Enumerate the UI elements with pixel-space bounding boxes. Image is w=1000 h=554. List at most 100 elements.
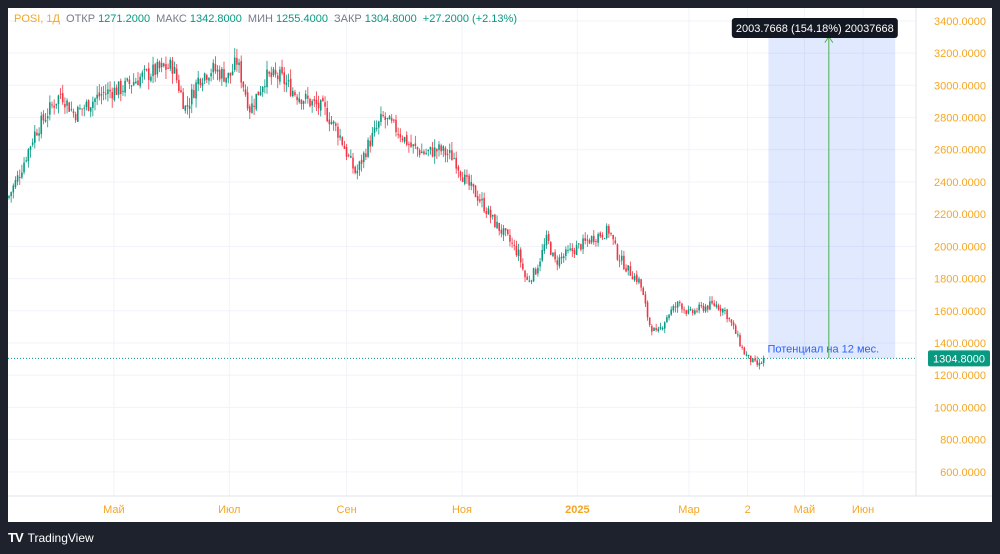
candle-body (223, 69, 225, 82)
candle-body (266, 69, 268, 88)
candle-body (302, 101, 305, 104)
candle-body (504, 228, 507, 231)
candle-body (545, 234, 548, 246)
candle-body (534, 269, 537, 275)
candle-body (34, 131, 36, 143)
candle-body (459, 171, 462, 177)
candle-body (719, 308, 722, 312)
candle-body (274, 70, 277, 75)
candle-body (169, 59, 172, 69)
price-tick-label: 3200.0000 (934, 48, 986, 60)
price-tick-label: 1200.0000 (934, 370, 986, 382)
candle-body (270, 72, 273, 78)
candle-body (100, 94, 103, 96)
candle-body (163, 63, 165, 67)
candle-body (567, 249, 569, 251)
candle-body (496, 221, 498, 229)
candle-body (481, 198, 483, 201)
candle-body (158, 61, 161, 69)
candle-body (203, 73, 206, 81)
candle-body (332, 121, 335, 124)
candle-body (18, 177, 21, 179)
candle-body (760, 363, 763, 365)
candle-body (526, 276, 528, 280)
candle-body (431, 147, 434, 157)
candle-body (337, 126, 339, 138)
candle-body (453, 158, 455, 160)
candle-body (752, 358, 754, 363)
candle-body (126, 78, 129, 81)
open-key: ОТКР (66, 13, 96, 25)
candle-body (713, 303, 715, 306)
candle-body (283, 72, 285, 84)
candle-body (345, 146, 348, 157)
candle-body (700, 305, 703, 307)
candle-body (190, 89, 193, 105)
candle-body (590, 236, 593, 243)
candle-body (251, 103, 253, 113)
candle-body (552, 252, 554, 256)
candle-body (23, 162, 25, 173)
candle-body (85, 101, 88, 108)
candle-body (77, 107, 79, 122)
candle-body (122, 90, 124, 93)
candle-body (698, 304, 700, 311)
candle-body (494, 214, 496, 228)
tradingview-brand[interactable]: TV TradingView (8, 530, 94, 545)
candle-body (365, 153, 367, 158)
candle-body (147, 68, 150, 81)
candle-body (216, 69, 219, 72)
candle-body (608, 226, 610, 234)
candle-body (25, 160, 27, 162)
candle-body (502, 228, 505, 235)
candle-body (44, 119, 47, 122)
candle-body (513, 244, 516, 246)
price-tick-label: 800.0000 (940, 435, 986, 447)
candle-body (72, 111, 75, 114)
candle-body (573, 250, 576, 254)
candle-body (739, 335, 741, 347)
projection-note: Потенциал на 12 мес. (767, 343, 879, 355)
candle-body (83, 107, 86, 109)
time-tick-label: 2025 (565, 504, 589, 516)
candle-body (440, 145, 442, 152)
candle-body (722, 308, 724, 313)
projection-box[interactable] (768, 35, 896, 359)
candle-body (81, 108, 83, 110)
candle-body (175, 68, 178, 81)
candle-body (298, 98, 301, 103)
candle-body (674, 306, 677, 308)
candle-body (268, 71, 270, 74)
candle-body (66, 100, 68, 106)
candle-body (128, 79, 131, 85)
candle-body (711, 300, 713, 304)
candle-body (537, 267, 539, 274)
candle-body (380, 113, 382, 122)
candle-body (595, 241, 597, 243)
candle-body (154, 64, 156, 75)
candle-body (702, 305, 705, 311)
candle-body (489, 209, 492, 218)
candle-body (446, 153, 449, 155)
candle-body (670, 309, 672, 315)
candle-body (341, 137, 344, 145)
candle-body (193, 90, 195, 98)
candle-body (68, 102, 70, 112)
candle-body (706, 305, 709, 310)
candle-body (120, 80, 122, 95)
price-chart[interactable]: 600.0000 800.0000 1000.0000 1200.0000 1400.0… (8, 8, 992, 522)
candle-body (152, 64, 154, 77)
candle-body (429, 146, 432, 150)
symbol-label[interactable]: POSI, 1Д (14, 13, 60, 25)
candle-body (532, 268, 535, 282)
candle-body (550, 242, 552, 255)
measure-tooltip: 2003.7668 (154.18%) 20037668 (731, 18, 898, 38)
candle-body (448, 150, 451, 153)
candle-body (464, 174, 466, 184)
candle-body (300, 99, 303, 105)
projection-tool[interactable]: Потенциал на 12 мес. (767, 35, 896, 359)
candle-body (369, 140, 371, 147)
candle-body (754, 358, 756, 361)
candle-body (672, 306, 675, 311)
